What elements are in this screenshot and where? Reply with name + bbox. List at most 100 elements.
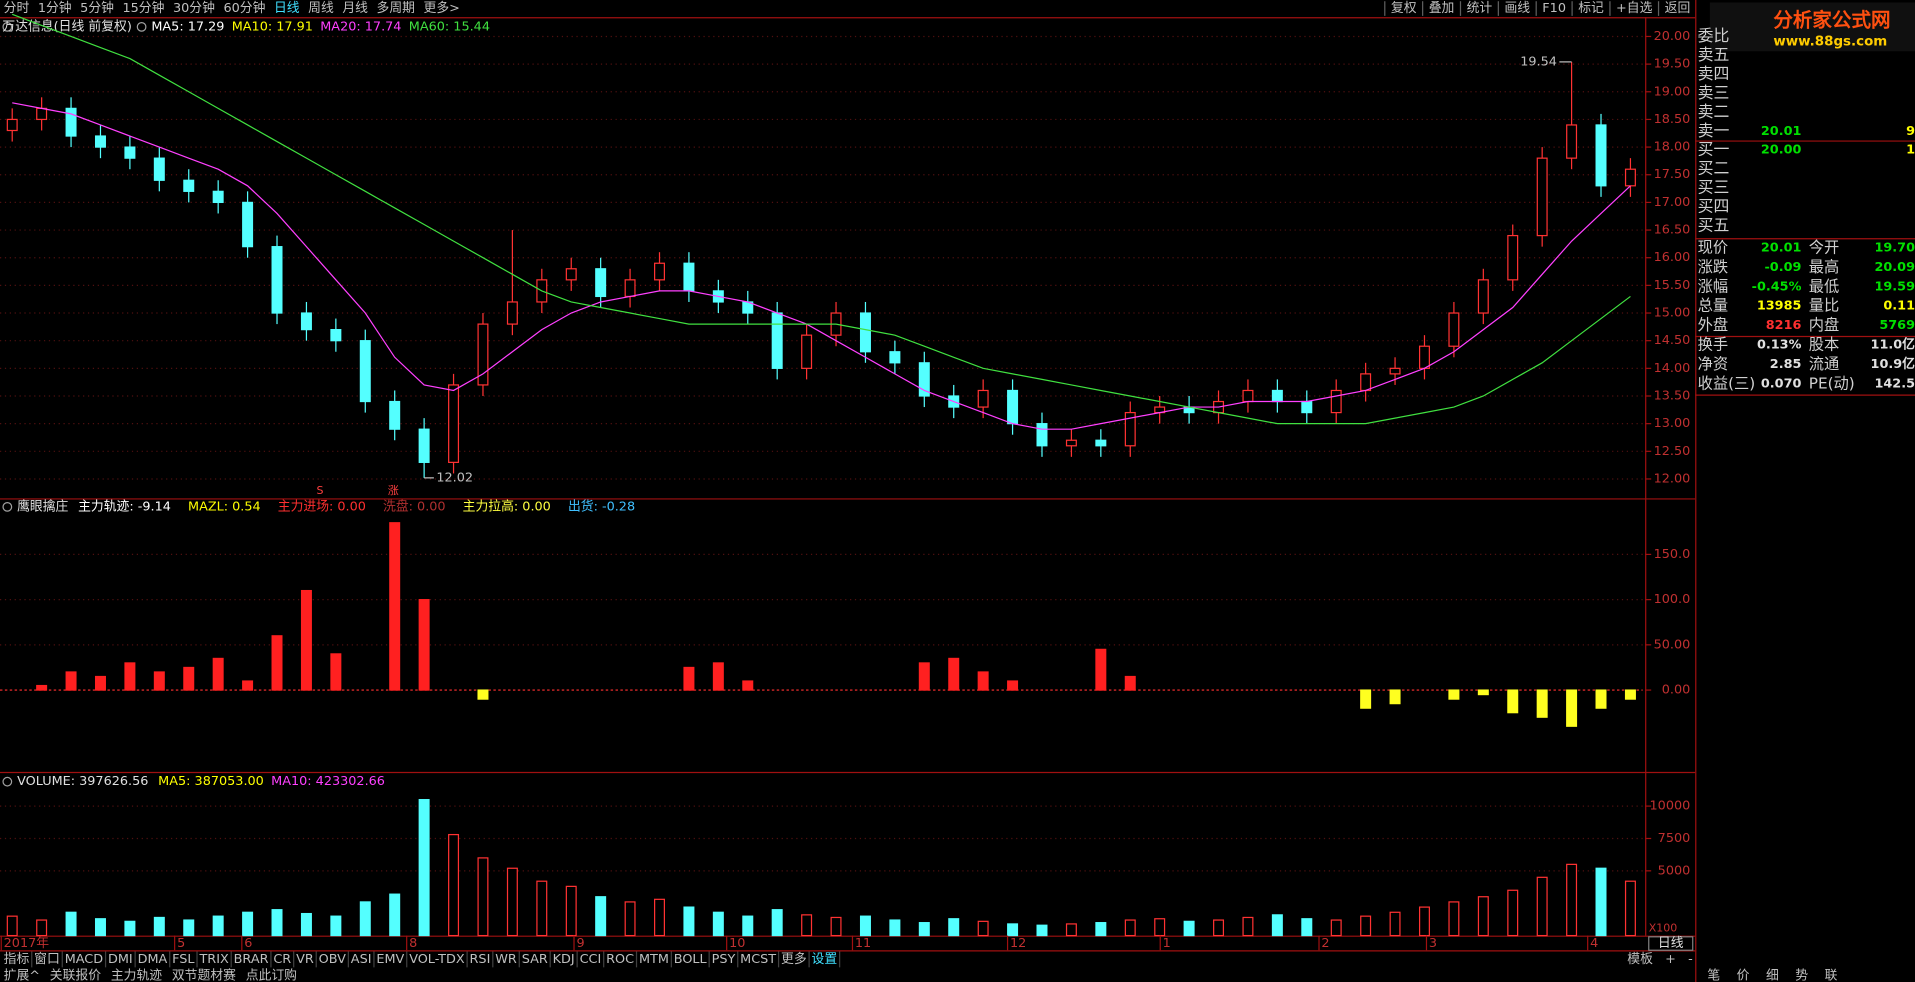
bar [1036, 924, 1048, 937]
indicator-tab[interactable]: DMI [108, 952, 133, 967]
period-button[interactable]: 1分钟 [38, 0, 72, 16]
period-button[interactable]: 日线 [274, 1, 300, 16]
indicator-tab[interactable]: RSI [470, 952, 491, 967]
bar [1095, 922, 1107, 937]
indicator-tab[interactable]: SAR [522, 952, 548, 967]
candle-body [1301, 400, 1313, 414]
indicator-tab[interactable]: VOL-TDX [409, 952, 465, 967]
candle-body [1360, 373, 1372, 392]
indicator-tab[interactable]: MTM [639, 952, 669, 967]
stat-value: 2.85 [1770, 357, 1802, 372]
candle-body [1065, 439, 1077, 447]
indicator-tab[interactable]: MACD [65, 952, 104, 967]
period-button[interactable]: 多周期 [377, 1, 415, 16]
tab-button[interactable]: - [1688, 952, 1693, 967]
indicator-tab[interactable]: 指标 [4, 952, 30, 967]
indicator-tab[interactable]: VR [296, 952, 314, 967]
bar [1124, 675, 1136, 691]
period-button[interactable]: 分时 [4, 1, 30, 16]
bar [1271, 914, 1283, 937]
stat-value: 13985 [1757, 299, 1802, 314]
indicator-tab[interactable]: CCI [580, 952, 602, 967]
tool-button[interactable]: +自选 [1616, 1, 1653, 16]
indicator-tab[interactable]: 更多 [781, 952, 807, 967]
indicator-tab[interactable]: 窗口 [34, 951, 60, 967]
period-button[interactable]: 5分钟 [80, 0, 114, 16]
tab-button[interactable]: 模板 [1627, 952, 1653, 967]
stat-label: 涨跌 [1698, 258, 1728, 276]
candle-body [1418, 345, 1430, 369]
order-price: 20.01 [1761, 124, 1802, 139]
tool-button[interactable]: 复权 [1391, 0, 1417, 16]
footer-item[interactable]: 点此订购 [246, 967, 297, 982]
bar [1095, 648, 1107, 691]
tool-button[interactable]: 标记 [1578, 1, 1604, 16]
y-tick-label: 18.50 [1654, 112, 1691, 127]
bar [1418, 906, 1430, 937]
tool-button[interactable]: 画线 [1504, 1, 1530, 16]
stat-value: 142.5 [1874, 376, 1915, 391]
tool-button[interactable]: F10 [1542, 1, 1566, 16]
footer-item[interactable]: 双节题材赛 [172, 967, 236, 982]
bar [712, 662, 724, 691]
indicator-tab[interactable]: TRIX [198, 952, 229, 967]
indicator-tab[interactable]: OBV [319, 952, 346, 967]
bar [1448, 901, 1460, 937]
indicator-tab[interactable]: MCST [740, 952, 776, 967]
period-button[interactable]: 30分钟 [173, 0, 215, 16]
legend-entry: MA5: 17.29 [151, 19, 224, 34]
period-button[interactable]: 月线 [342, 1, 368, 16]
period-button[interactable]: 更多> [424, 1, 460, 16]
indicator-tab[interactable]: EMV [376, 952, 404, 967]
stat-label: 最低 [1809, 277, 1839, 295]
bar [742, 915, 754, 937]
indicator-tab[interactable]: BRAR [234, 952, 269, 967]
side-tab[interactable]: 细 [1766, 968, 1779, 982]
indicator-tab[interactable]: ROC [606, 952, 634, 967]
side-tab[interactable]: 价 [1737, 968, 1750, 982]
bar [1242, 916, 1254, 937]
order-volume: 9 [1906, 124, 1915, 139]
tool-button[interactable]: 统计 [1467, 1, 1493, 16]
stat-value: 0.11 [1883, 299, 1915, 314]
y-tick-label: 15.50 [1654, 278, 1691, 293]
candle-body [565, 268, 577, 281]
bar [1389, 911, 1401, 937]
indicator-tab[interactable]: FSL [172, 952, 195, 967]
period-button[interactable]: 周线 [308, 1, 334, 16]
indicator-tab[interactable]: PSY [712, 952, 736, 967]
indicator-tab[interactable]: ASI [351, 952, 372, 967]
tool-button[interactable]: 返回 [1665, 1, 1691, 16]
bar [300, 589, 312, 691]
stat-label: 今开 [1809, 238, 1839, 256]
tool-button[interactable]: 叠加 [1429, 1, 1455, 16]
bar [1536, 876, 1548, 937]
footer-item[interactable]: 扩展^ [4, 968, 40, 982]
indicator-tab[interactable]: CR [273, 952, 291, 967]
side-tab[interactable]: 联 [1825, 968, 1838, 982]
unit-label: X100 [1649, 921, 1678, 934]
stat-label: 换手 [1698, 336, 1728, 354]
stat-value: 10.9亿 [1871, 356, 1915, 372]
footer-item[interactable]: 关联报价 [50, 968, 101, 982]
bar [1477, 896, 1489, 937]
indicator-tab[interactable]: 设置 [812, 952, 838, 967]
side-tab[interactable]: 笔 [1707, 967, 1720, 982]
stat-value: 20.01 [1761, 240, 1802, 255]
side-tab[interactable]: 势 [1795, 967, 1808, 982]
bar [153, 916, 165, 937]
period-button[interactable]: 60分钟 [223, 0, 265, 16]
y-tick-label: 18.00 [1654, 140, 1691, 155]
indicator-tab[interactable]: BOLL [674, 952, 708, 967]
bar [1213, 919, 1225, 937]
footer-item[interactable]: 主力轨迹 [111, 968, 162, 982]
indicator-tab[interactable]: KDJ [553, 952, 575, 967]
candle-body [683, 262, 695, 292]
indicator-tab[interactable]: DMA [138, 952, 168, 967]
candle-body [153, 157, 165, 181]
indicator-tab[interactable]: WR [495, 952, 517, 967]
tab-button[interactable]: + [1665, 952, 1676, 967]
period-button[interactable]: 15分钟 [123, 0, 165, 16]
y-tick-label: 13.00 [1654, 416, 1691, 431]
x-tick-label: 8 [409, 936, 417, 951]
